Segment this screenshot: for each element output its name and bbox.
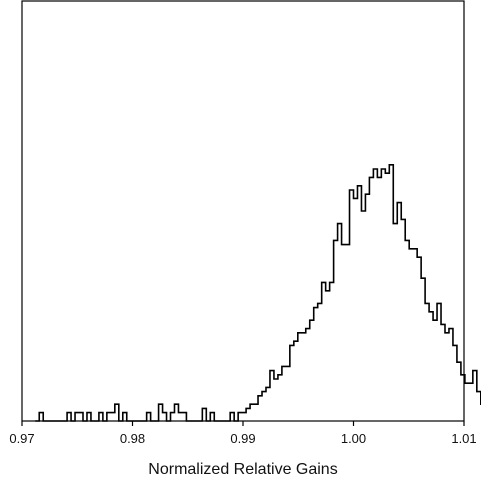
x-tick-label: 1.00 [341,431,366,446]
x-tick-label: 0.97 [9,431,34,446]
x-axis: 0.97 0.98 0.99 1.00 1.01 [9,421,477,446]
histogram-series [35,164,481,422]
x-axis-title: Normalized Relative Gains [148,461,337,478]
x-tick-label: 0.98 [120,431,145,446]
x-tick-label: 1.01 [451,431,476,446]
x-tick-label: 0.99 [230,431,255,446]
